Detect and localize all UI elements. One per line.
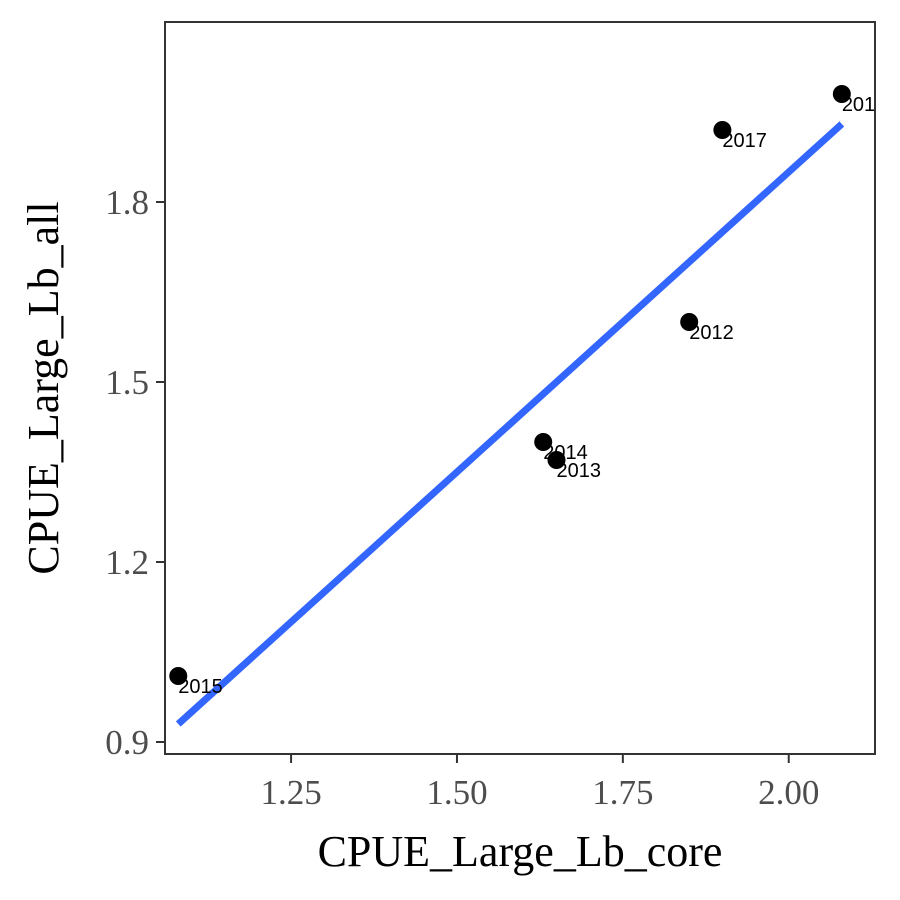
y-axis: 0.9 1.2 1.5 1.8 xyxy=(105,183,165,762)
fit-line xyxy=(175,121,845,727)
x-tick-label: 1.75 xyxy=(592,773,653,812)
y-tick-label: 1.5 xyxy=(105,363,149,402)
y-tick-label: 1.8 xyxy=(105,183,149,222)
points-group xyxy=(169,85,851,685)
fit-line-group xyxy=(175,121,845,727)
x-axis-title: CPUE_Large_Lb_core xyxy=(318,827,723,876)
data-point xyxy=(169,667,188,685)
x-tick-label: 1.50 xyxy=(426,773,487,812)
x-tick-label: 1.25 xyxy=(260,773,321,812)
data-point xyxy=(547,451,566,469)
point-label: 2013 xyxy=(556,460,601,482)
point-label: 2015 xyxy=(178,676,223,698)
data-point xyxy=(713,121,732,139)
y-tick-label: 1.2 xyxy=(105,543,149,582)
point-label: 2012 xyxy=(689,322,734,344)
x-tick-label: 2.00 xyxy=(758,773,819,812)
data-point xyxy=(534,433,553,451)
data-point xyxy=(832,85,851,103)
data-point xyxy=(680,313,699,331)
point-label: 2014 xyxy=(543,442,588,464)
y-tick-label: 0.9 xyxy=(105,723,149,762)
point-label: 201 xyxy=(842,94,875,116)
point-label: 2017 xyxy=(722,130,767,152)
y-axis-title: CPUE_Large_Lb_all xyxy=(19,201,68,574)
x-axis: 1.25 1.50 1.75 2.00 xyxy=(260,754,819,812)
